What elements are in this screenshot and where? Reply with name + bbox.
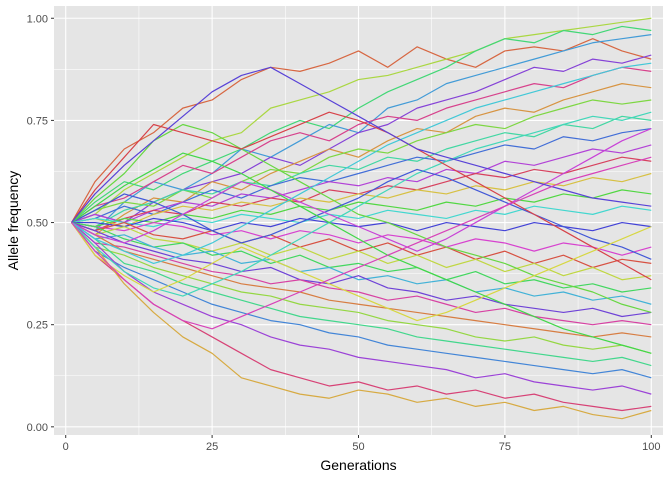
series-line <box>71 38 652 223</box>
series-line <box>71 222 652 305</box>
series-line <box>71 172 652 228</box>
x-tick-label: 100 <box>642 441 660 453</box>
series-line <box>71 156 652 330</box>
series-line <box>71 222 652 322</box>
series-line <box>71 168 652 260</box>
y-tick-label: 0.75 <box>27 115 48 127</box>
series-line <box>71 17 652 224</box>
y-axis-title: Allele frequency <box>5 171 21 271</box>
series-line <box>71 222 652 367</box>
series-line <box>71 222 652 281</box>
series-line <box>71 127 652 224</box>
series-line <box>71 144 652 224</box>
series-line <box>71 128 652 252</box>
series-line <box>71 83 652 236</box>
series-line <box>71 221 652 318</box>
y-axis-ticks: 0.00 0.25 0.50 0.75 1.00 <box>27 13 54 434</box>
y-tick-label: 1.00 <box>27 13 48 25</box>
y-tick-label: 0.25 <box>27 320 48 332</box>
series-line <box>71 222 652 420</box>
series-line <box>71 115 652 228</box>
series-line <box>71 62 652 264</box>
x-tick-label: 0 <box>63 441 69 453</box>
series-lines <box>71 17 652 420</box>
series-line <box>71 66 652 223</box>
x-tick-label: 75 <box>499 441 511 453</box>
x-axis-title: Generations <box>320 457 396 473</box>
x-tick-label: 50 <box>352 441 364 453</box>
y-tick-label: 0.00 <box>27 422 48 434</box>
series-line <box>71 221 652 293</box>
x-axis-ticks: 0 25 50 75 100 <box>63 435 660 453</box>
series-line <box>71 99 652 224</box>
series-line <box>71 152 652 354</box>
series-line <box>71 111 652 281</box>
series-line <box>71 123 652 314</box>
series-line <box>71 222 652 395</box>
series-line <box>71 222 652 338</box>
x-tick-label: 25 <box>206 441 218 453</box>
series-line <box>71 222 652 326</box>
series-line <box>71 222 652 354</box>
y-tick-label: 0.50 <box>27 218 48 230</box>
series-line <box>71 111 652 297</box>
series-line <box>71 221 652 256</box>
series-line <box>71 222 652 379</box>
